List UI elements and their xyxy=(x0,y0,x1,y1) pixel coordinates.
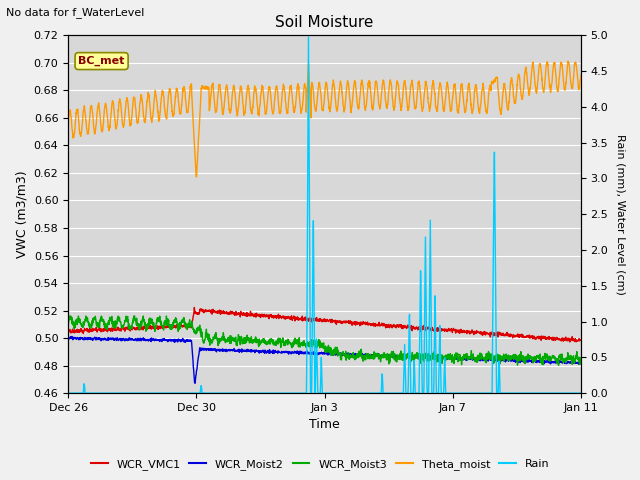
X-axis label: Time: Time xyxy=(309,419,340,432)
Text: BC_met: BC_met xyxy=(79,56,125,66)
Text: No data for f_WaterLevel: No data for f_WaterLevel xyxy=(6,7,145,18)
Y-axis label: VWC (m3/m3): VWC (m3/m3) xyxy=(15,170,28,258)
Legend: WCR_VMC1, WCR_Moist2, WCR_Moist3, Theta_moist, Rain: WCR_VMC1, WCR_Moist2, WCR_Moist3, Theta_… xyxy=(86,455,554,474)
Title: Soil Moisture: Soil Moisture xyxy=(275,15,374,30)
Y-axis label: Rain (mm), Water Level (cm): Rain (mm), Water Level (cm) xyxy=(615,134,625,295)
